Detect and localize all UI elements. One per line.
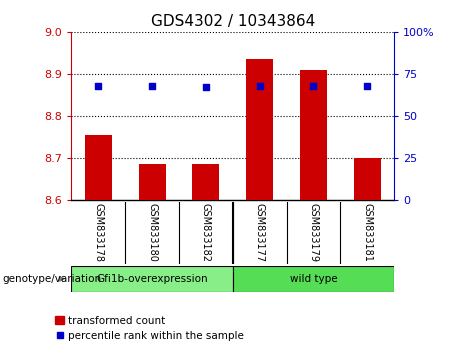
Text: GSM833178: GSM833178 <box>93 203 103 262</box>
Text: GSM833181: GSM833181 <box>362 203 372 262</box>
Text: GSM833179: GSM833179 <box>308 203 319 262</box>
Bar <box>193 164 219 200</box>
Text: GSM833177: GSM833177 <box>254 203 265 262</box>
Text: genotype/variation: genotype/variation <box>2 274 101 284</box>
Text: wild type: wild type <box>290 274 337 284</box>
Text: GSM833180: GSM833180 <box>147 203 157 262</box>
Point <box>364 83 371 88</box>
Point <box>95 83 102 88</box>
Text: GSM833182: GSM833182 <box>201 203 211 262</box>
Text: Gfi1b-overexpression: Gfi1b-overexpression <box>96 274 208 284</box>
Point <box>310 83 317 88</box>
Point <box>256 83 263 88</box>
FancyBboxPatch shape <box>71 266 233 292</box>
Point <box>202 85 210 90</box>
Legend: transformed count, percentile rank within the sample: transformed count, percentile rank withi… <box>51 312 248 345</box>
Bar <box>85 135 112 200</box>
Bar <box>246 59 273 200</box>
Bar <box>300 70 327 200</box>
Title: GDS4302 / 10343864: GDS4302 / 10343864 <box>151 14 315 29</box>
Bar <box>139 164 165 200</box>
FancyBboxPatch shape <box>233 266 394 292</box>
Point <box>148 83 156 88</box>
Bar <box>354 158 381 200</box>
